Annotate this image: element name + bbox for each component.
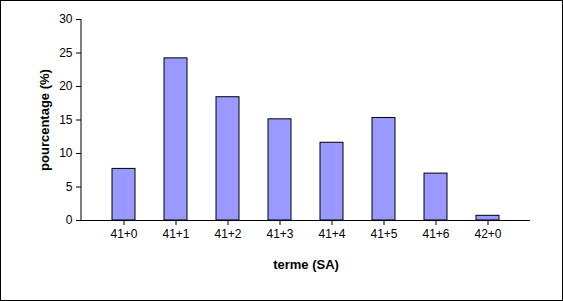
svg-text:25: 25 (59, 46, 73, 60)
svg-text:10: 10 (59, 146, 73, 160)
svg-text:41+3: 41+3 (266, 227, 293, 241)
svg-text:15: 15 (59, 113, 73, 127)
svg-text:41+1: 41+1 (162, 227, 189, 241)
svg-text:41+0: 41+0 (110, 227, 137, 241)
svg-text:30: 30 (59, 12, 73, 26)
svg-text:41+5: 41+5 (370, 227, 397, 241)
svg-text:5: 5 (66, 180, 73, 194)
svg-text:terme (SA): terme (SA) (273, 257, 339, 272)
svg-text:pourcentage (%): pourcentage (%) (37, 69, 52, 171)
svg-text:42+0: 42+0 (474, 227, 501, 241)
svg-text:41+6: 41+6 (422, 227, 449, 241)
svg-text:20: 20 (59, 79, 73, 93)
svg-text:0: 0 (66, 213, 73, 227)
svg-text:41+2: 41+2 (214, 227, 241, 241)
svg-text:41+4: 41+4 (318, 227, 345, 241)
